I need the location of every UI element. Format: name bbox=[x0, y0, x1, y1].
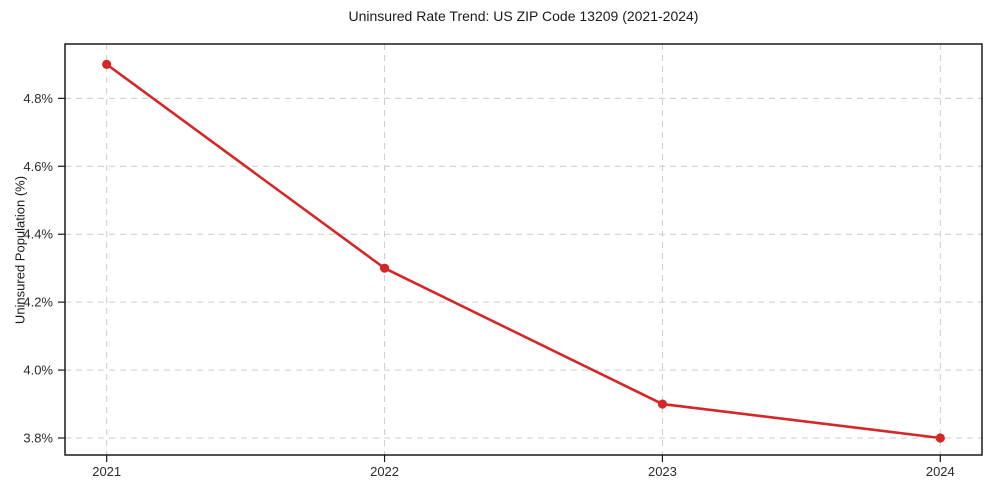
y-tick-label: 4.0% bbox=[23, 363, 53, 378]
trend-line bbox=[105, 63, 942, 440]
y-tick-label: 4.6% bbox=[23, 159, 53, 174]
data-point bbox=[935, 433, 945, 443]
y-axis-label: Uninsured Population (%) bbox=[12, 175, 28, 325]
plot-border bbox=[64, 43, 983, 456]
x-tick-label: 2024 bbox=[926, 464, 955, 479]
x-tick-label: 2021 bbox=[92, 464, 121, 479]
data-point bbox=[379, 263, 390, 273]
y-tick-label: 4.8% bbox=[23, 91, 53, 106]
x-tick-label: 2023 bbox=[648, 464, 677, 479]
data-point bbox=[102, 59, 112, 69]
x-tick-label: 2022 bbox=[370, 464, 399, 479]
y-tick-label: 4.2% bbox=[23, 295, 53, 310]
y-tick-label: 4.4% bbox=[23, 227, 53, 242]
chart-title: Uninsured Rate Trend: US ZIP Code 13209 … bbox=[348, 8, 699, 24]
data-point bbox=[657, 399, 668, 409]
y-tick-label: 3.8% bbox=[23, 431, 53, 446]
